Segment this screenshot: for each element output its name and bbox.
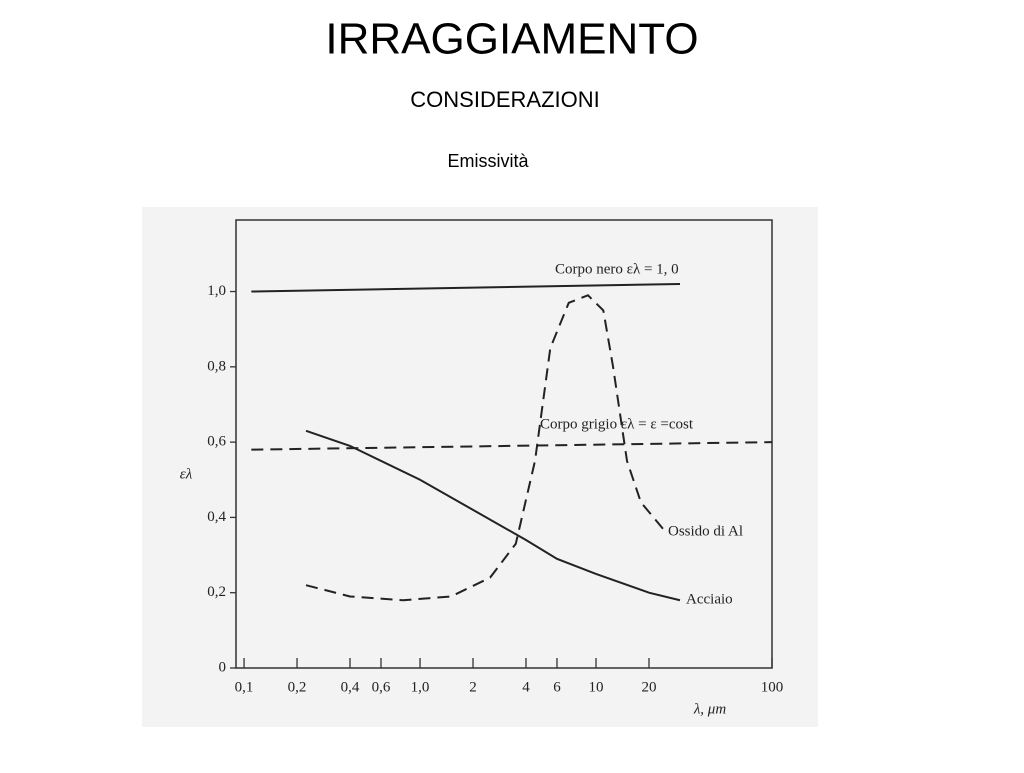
x-tick-label: 0,1: [235, 679, 254, 695]
y-tick-label: 0,4: [207, 509, 226, 525]
series-label: Corpo nero ελ = 1, 0: [555, 261, 679, 277]
series-line: [251, 283, 680, 293]
x-tick-label: 0,6: [372, 679, 391, 695]
series-line: [251, 441, 773, 451]
x-tick-label: 1,0: [411, 679, 430, 695]
scan-background: [142, 207, 818, 727]
y-axis-label: ελ: [180, 466, 193, 482]
x-tick-label: 6: [553, 679, 561, 695]
series-label: Ossido di Al: [668, 523, 743, 539]
y-tick-label: 0,8: [207, 358, 226, 374]
series-line: [305, 294, 667, 602]
plot-frame: [235, 219, 773, 669]
slide-title: IRRAGGIAMENTO: [325, 15, 698, 64]
slide-subtitle: CONSIDERAZIONI: [410, 87, 599, 112]
x-tick-label: 0,4: [341, 679, 360, 695]
series-line: [305, 429, 681, 602]
y-tick-label: 0,6: [207, 434, 226, 450]
x-axis-label: λ, μm: [693, 701, 727, 717]
y-tick-label: 1,0: [207, 283, 226, 299]
caption: Emissività: [447, 151, 529, 171]
series-label: Acciaio: [686, 591, 733, 607]
y-tick-label: 0,2: [207, 584, 226, 600]
x-tick-label: 0,2: [288, 679, 307, 695]
x-tick-label: 10: [589, 679, 604, 695]
x-tick-label: 20: [641, 679, 656, 695]
series-label: Corpo grigio ελ = ε =cost: [540, 416, 694, 432]
x-tick-label: 2: [469, 679, 477, 695]
y-tick-label: 0: [219, 659, 227, 675]
x-tick-label: 4: [522, 679, 530, 695]
x-tick-label: 100: [761, 679, 784, 695]
